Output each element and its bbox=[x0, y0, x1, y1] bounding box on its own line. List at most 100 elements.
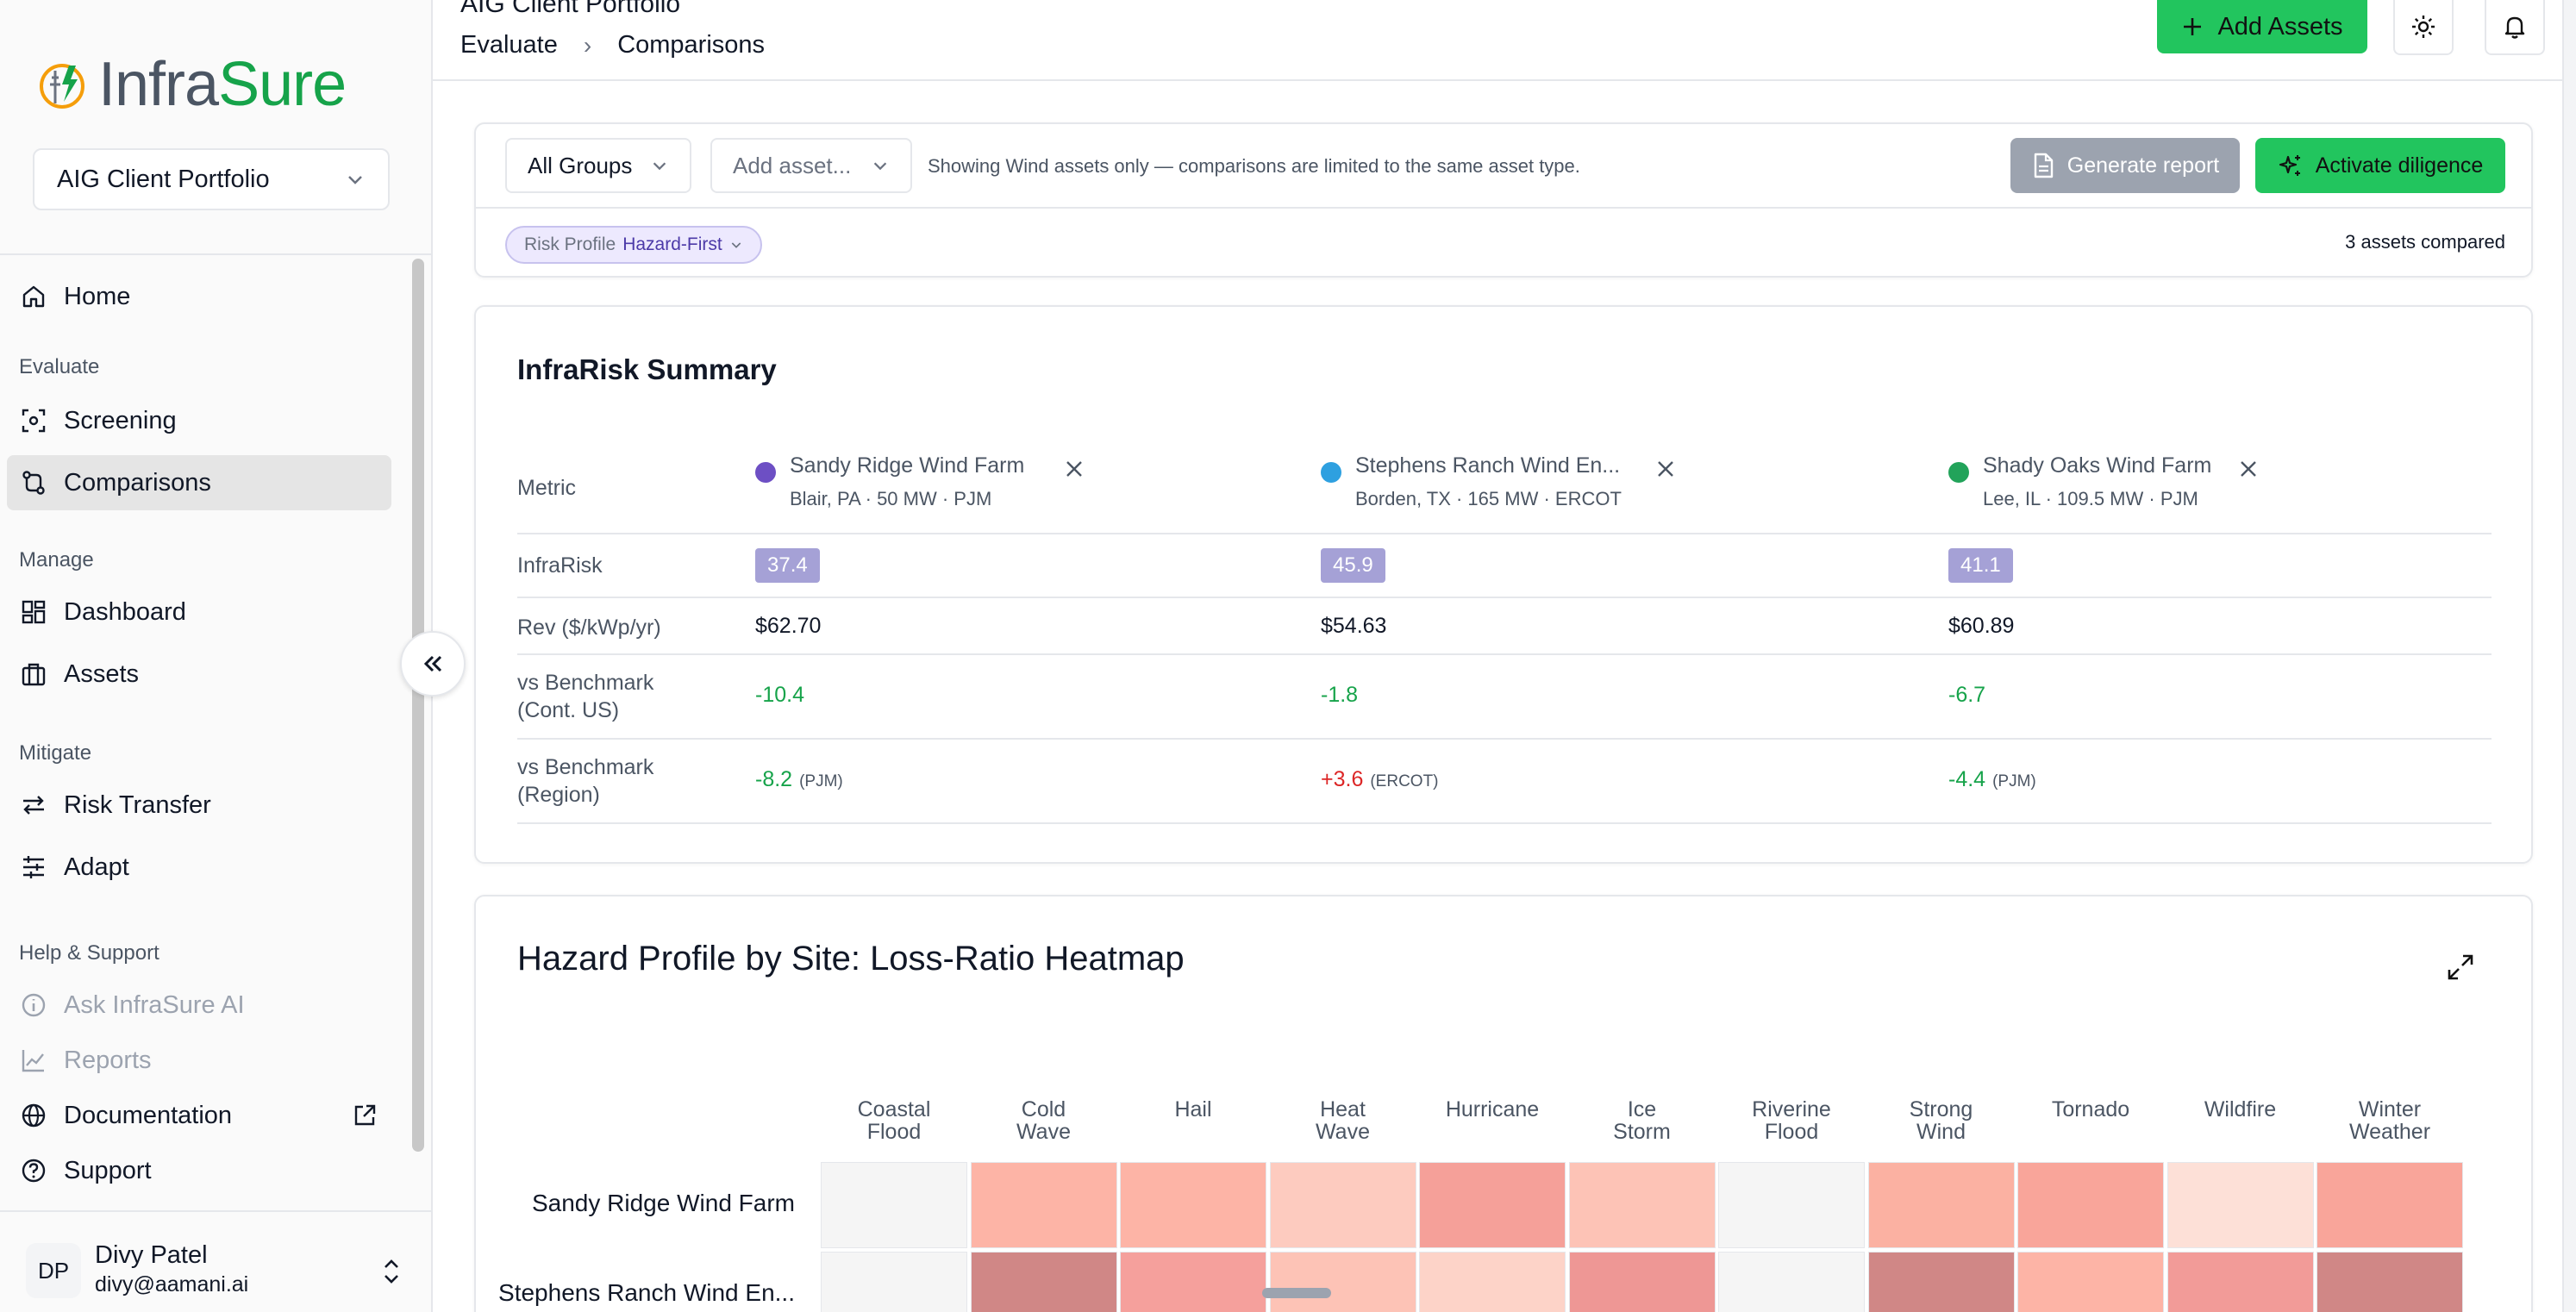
add-assets-button[interactable]: Add Assets bbox=[2157, 0, 2367, 53]
heatmap-column-label: Winter bbox=[2358, 1097, 2422, 1121]
region-tag: (PJM) bbox=[1992, 772, 2036, 790]
chevron-down-icon bbox=[348, 176, 362, 184]
group-select[interactable]: All Groups bbox=[505, 138, 691, 193]
collapse-sidebar-button[interactable] bbox=[400, 631, 466, 697]
summary-row-revenue: Rev ($/kWp/yr) $62.70 $54.63 $60.89 bbox=[517, 598, 2492, 655]
summary-title: InfraRisk Summary bbox=[517, 353, 777, 385]
theme-toggle-button[interactable] bbox=[2393, 0, 2454, 55]
heatmap-cell[interactable] bbox=[970, 1252, 1117, 1312]
heatmap-column-label: Riverine bbox=[1752, 1097, 1831, 1121]
row-label: vs Benchmark (Cont. US) bbox=[517, 669, 653, 724]
heatmap-cell[interactable] bbox=[1718, 1252, 1865, 1312]
sparkles-icon bbox=[2279, 155, 2300, 176]
heatmap-cell[interactable] bbox=[2017, 1252, 2164, 1312]
portfolio-select[interactable]: AIG Client Portfolio bbox=[33, 148, 390, 210]
heatmap-cell[interactable] bbox=[1568, 1162, 1716, 1248]
series-dot bbox=[1948, 462, 1969, 483]
heatmap-cell[interactable] bbox=[1120, 1252, 1266, 1312]
heatmap-cell[interactable] bbox=[2317, 1162, 2463, 1248]
avatar: DP bbox=[26, 1243, 81, 1298]
sidebar-item-comparisons[interactable]: Comparisons bbox=[7, 455, 391, 510]
scan-icon bbox=[19, 406, 48, 435]
sidebar-item-reports[interactable]: Reports bbox=[7, 1033, 391, 1088]
heatmap-cell[interactable] bbox=[1718, 1162, 1865, 1248]
assets-compared-count: 3 assets compared bbox=[2345, 231, 2505, 253]
sidebar-item-label: Ask InfraSure AI bbox=[64, 990, 245, 1019]
heatmap-cell[interactable] bbox=[821, 1252, 967, 1312]
generate-report-button[interactable]: Generate report bbox=[2010, 138, 2240, 193]
file-text-icon bbox=[2034, 153, 2053, 178]
heatmap-cell[interactable] bbox=[2166, 1162, 2314, 1248]
heatmap-column-header: Riverine Flood bbox=[1718, 1098, 1865, 1143]
heatmap-column-label: Coastal bbox=[857, 1097, 931, 1121]
sidebar-item-adapt[interactable]: Adapt bbox=[7, 840, 391, 895]
heatmap-cell[interactable] bbox=[2166, 1252, 2314, 1312]
heatmap-column-label: Hurricane bbox=[1445, 1097, 1540, 1121]
activate-diligence-label: Activate diligence bbox=[2315, 153, 2484, 178]
page-title: AIG Client Portfolio bbox=[460, 0, 681, 18]
sidebar-item-screening[interactable]: Screening bbox=[7, 393, 391, 448]
breadcrumb-evaluate[interactable]: Evaluate bbox=[460, 31, 558, 59]
heatmap-column-header: Ice Storm bbox=[1569, 1098, 1716, 1143]
close-icon[interactable] bbox=[1062, 457, 1086, 481]
app-logo[interactable]: InfraSure bbox=[36, 50, 347, 119]
sidebar-item-risk-transfer[interactable]: Risk Transfer bbox=[7, 778, 391, 833]
heatmap-cell[interactable] bbox=[2017, 1162, 2164, 1248]
heatmap-cell[interactable] bbox=[1867, 1252, 2015, 1312]
window-edge bbox=[2562, 0, 2576, 1312]
sidebar-item-dashboard[interactable]: Dashboard bbox=[7, 584, 391, 640]
sidebar-item-assets[interactable]: Assets bbox=[7, 647, 391, 702]
sidebar-item-documentation[interactable]: Documentation bbox=[7, 1088, 391, 1143]
chevrons-left-icon bbox=[423, 655, 442, 672]
user-menu[interactable]: DP Divy Patel divy@aamani.ai bbox=[0, 1210, 431, 1312]
drag-handle[interactable] bbox=[1262, 1288, 1331, 1298]
sidebar-item-home[interactable]: Home bbox=[7, 269, 391, 324]
transfer-icon bbox=[19, 790, 48, 820]
risk-profile-chip[interactable]: Risk Profile Hazard-First bbox=[505, 226, 762, 264]
heatmap-cell[interactable] bbox=[1269, 1162, 1416, 1248]
activate-diligence-button[interactable]: Activate diligence bbox=[2255, 138, 2505, 193]
chevron-down-icon bbox=[731, 242, 741, 248]
row-label-line: (Cont. US) bbox=[517, 698, 620, 722]
asset-column-sandy-ridge: Sandy Ridge Wind Farm Blair, PA · 50 MW … bbox=[755, 453, 1117, 522]
benchmark-us-value: -1.8 bbox=[1321, 683, 1359, 707]
heatmap-cell[interactable] bbox=[1419, 1252, 1566, 1312]
add-asset-select[interactable]: Add asset... bbox=[710, 138, 912, 193]
sidebar-item-label: Home bbox=[64, 282, 131, 310]
sidebar-item-label: Support bbox=[64, 1156, 152, 1184]
heatmap-cell[interactable] bbox=[821, 1162, 967, 1248]
expand-icon[interactable] bbox=[2445, 952, 2476, 983]
heatmap-cell[interactable] bbox=[1120, 1162, 1266, 1248]
heatmap-cell[interactable] bbox=[1867, 1162, 2015, 1248]
sidebar-section-evaluate: Evaluate bbox=[19, 355, 100, 378]
sidebar-item-support[interactable]: Support bbox=[7, 1143, 391, 1198]
sidebar-scrollbar[interactable] bbox=[412, 259, 424, 1152]
series-dot bbox=[755, 462, 776, 483]
sidebar-section-help: Help & Support bbox=[19, 941, 159, 965]
breadcrumb-comparisons: Comparisons bbox=[617, 31, 766, 59]
risk-profile-label: Risk Profile bbox=[524, 234, 616, 254]
asset-meta: Borden, TX · 165 MW · ERCOT bbox=[1355, 488, 1622, 509]
heatmap-column-header: Wildfire bbox=[2167, 1098, 2314, 1121]
benchmark-us-value: -10.4 bbox=[755, 683, 804, 707]
benchmark-region-cell: -8.2 (PJM) bbox=[755, 767, 843, 792]
heatmap-cell[interactable] bbox=[1419, 1162, 1566, 1248]
heatmap-cell[interactable] bbox=[2317, 1252, 2463, 1312]
heatmap-column-label: Tornado bbox=[2051, 1097, 2130, 1121]
row-label: InfraRisk bbox=[517, 553, 603, 578]
heatmap-cell[interactable] bbox=[1568, 1252, 1716, 1312]
sidebar-item-ask-ai[interactable]: Ask InfraSure AI bbox=[7, 978, 391, 1033]
notifications-button[interactable] bbox=[2485, 0, 2545, 55]
close-icon[interactable] bbox=[2236, 457, 2260, 481]
heatmap-column-label: Storm bbox=[1613, 1120, 1671, 1144]
heatmap-column-label: Hail bbox=[1174, 1097, 1212, 1121]
heatmap-column-label: Ice bbox=[1627, 1097, 1657, 1121]
heatmap-column-label: Flood bbox=[1764, 1120, 1819, 1144]
asset-name: Stephens Ranch Wind En... bbox=[1355, 453, 1621, 478]
user-email: divy@aamani.ai bbox=[95, 1272, 249, 1296]
benchmark-region-value: +3.6 bbox=[1321, 767, 1364, 791]
infrarisk-summary-card: InfraRisk Summary Metric Sandy Ridge Win… bbox=[474, 305, 2533, 864]
heatmap-cell[interactable] bbox=[970, 1162, 1117, 1248]
close-icon[interactable] bbox=[1654, 457, 1678, 481]
heatmap-cell[interactable] bbox=[1269, 1252, 1416, 1312]
